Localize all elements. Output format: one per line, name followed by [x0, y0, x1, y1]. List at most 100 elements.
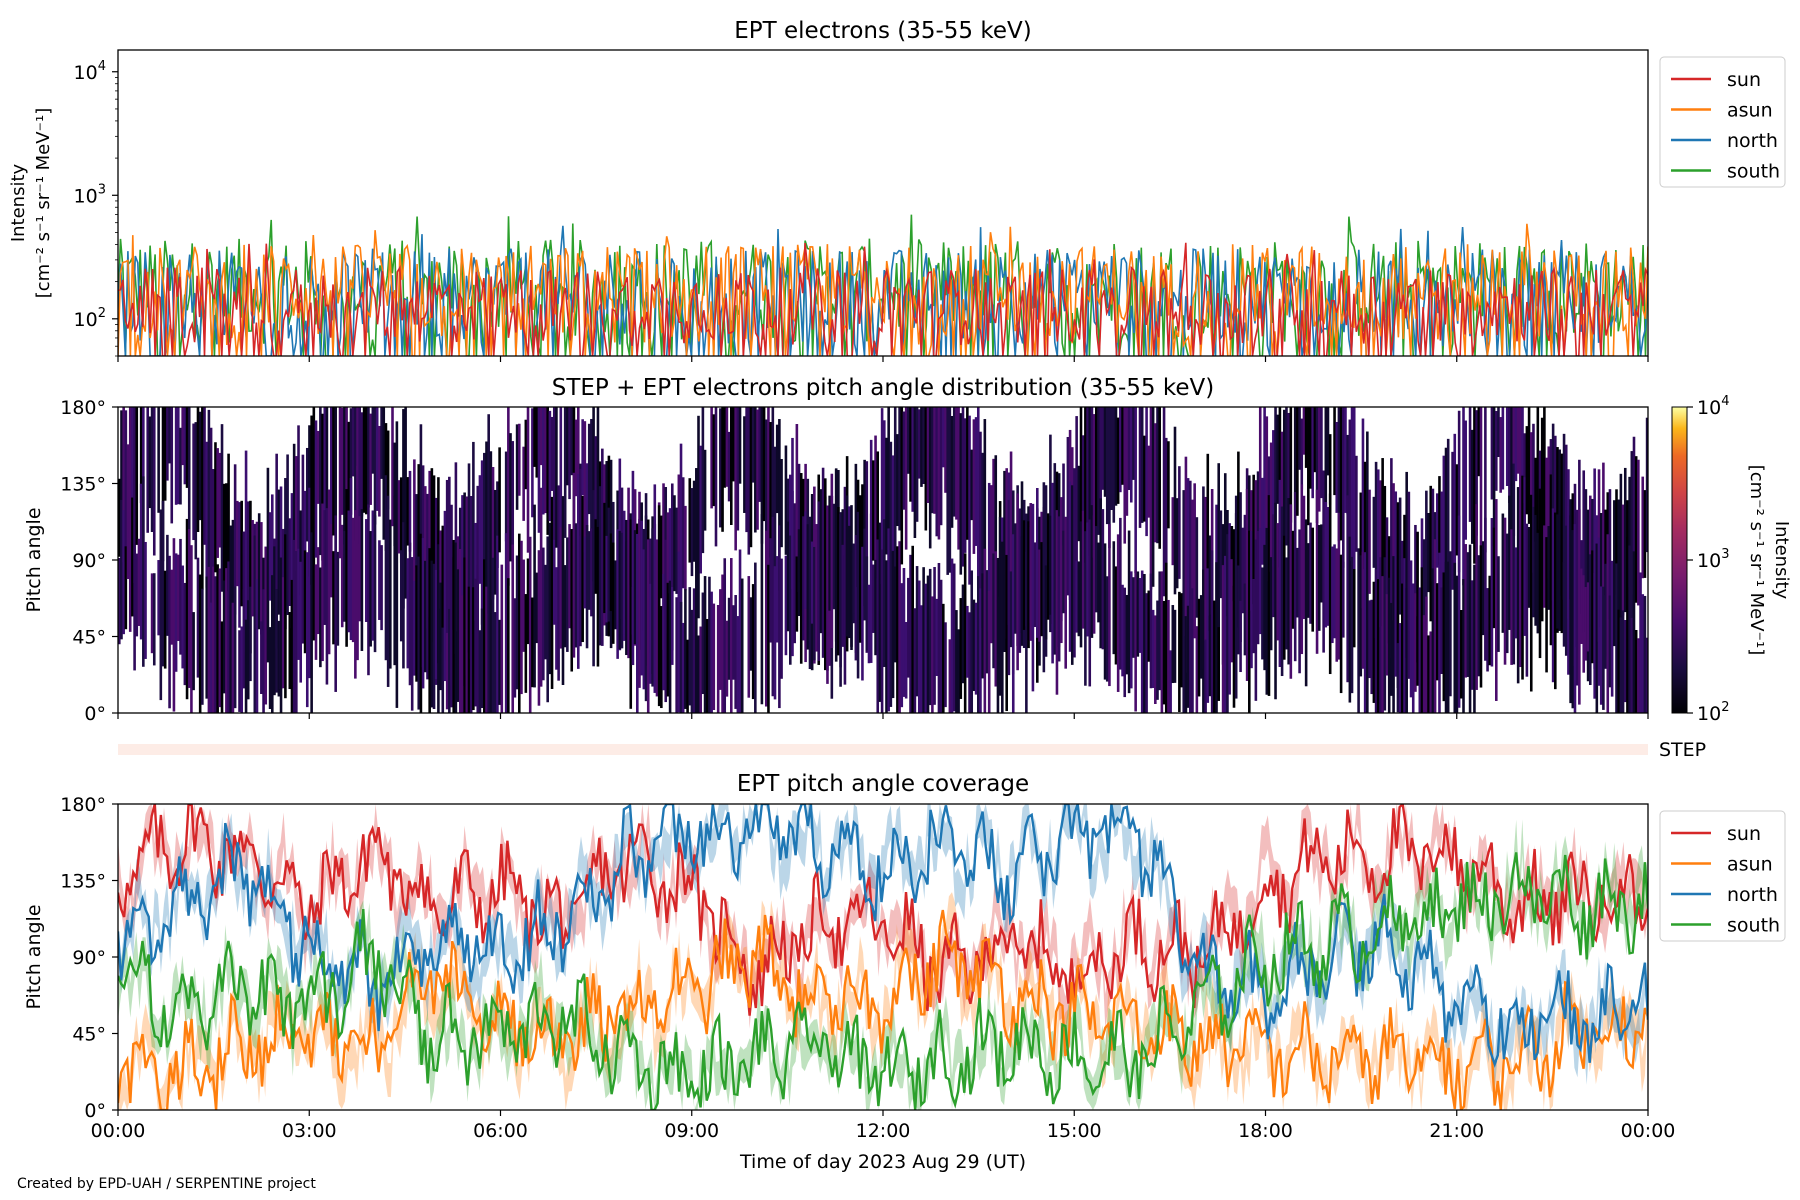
pad-cell	[760, 514, 764, 705]
pad-cell	[1442, 455, 1446, 601]
pad-cell	[187, 528, 191, 688]
pad-cell	[915, 407, 919, 522]
pad-cell	[380, 407, 383, 479]
pad-cell	[902, 568, 906, 697]
pad-cell	[319, 407, 322, 556]
pad-cell	[1186, 478, 1190, 673]
pad-cell	[1116, 417, 1120, 504]
y-tick-label: 135°	[60, 871, 106, 893]
pad-cell	[1156, 600, 1159, 700]
pad-cell	[920, 407, 923, 487]
pad-cell	[1298, 529, 1301, 674]
pad-cell	[1307, 407, 1310, 526]
pad-cell	[229, 525, 233, 601]
pad-cell	[550, 496, 554, 689]
pad-cell	[467, 463, 471, 653]
pad-cell	[227, 453, 230, 592]
pad-cell	[1311, 527, 1314, 632]
pad-cell	[458, 548, 462, 713]
pad-cell	[1282, 409, 1286, 538]
pad-cell	[330, 407, 333, 538]
pad-cell	[461, 495, 464, 674]
pad-cell	[493, 489, 497, 595]
pad-cell	[1582, 470, 1586, 633]
pad-cell	[198, 411, 202, 521]
pad-cell	[1046, 513, 1050, 620]
pad-cell	[1637, 638, 1640, 713]
pad-cell	[1090, 407, 1094, 569]
pad-cell	[419, 533, 423, 713]
pad-cell	[646, 539, 650, 713]
pad-cell	[1540, 492, 1544, 622]
pad-cell	[904, 622, 908, 699]
pad-cell	[614, 560, 617, 630]
pad-cell	[288, 612, 292, 690]
pad-cell	[537, 550, 541, 706]
pad-cell	[393, 495, 396, 666]
pad-cell	[944, 622, 947, 708]
pad-cell	[174, 407, 178, 505]
pad-cell	[793, 503, 796, 644]
pad-cell	[931, 596, 934, 713]
pad-cell	[1643, 595, 1647, 713]
pad-cell	[1127, 407, 1131, 490]
pad-cell	[570, 529, 574, 672]
pad-cell	[163, 407, 167, 501]
pad-cell	[1497, 407, 1500, 457]
pad-cell	[303, 550, 307, 654]
pad-cell	[122, 407, 125, 563]
pad-cell	[1217, 627, 1220, 701]
pad-cell	[1149, 407, 1153, 590]
pad-cell	[587, 423, 591, 515]
pad-cell	[209, 602, 213, 713]
pad-cell	[1344, 407, 1347, 513]
pad-cell	[1134, 570, 1137, 712]
coverage-panel: EPT pitch angle coverage 0° 45° 90° 135° 180…	[23, 771, 1786, 1173]
pad-cell	[775, 424, 779, 514]
pad-cell	[1545, 457, 1548, 578]
pad-cell	[577, 474, 580, 669]
pad-cell	[214, 576, 217, 713]
pad-cell	[150, 573, 154, 654]
pad-cell	[677, 551, 681, 713]
pad-cell	[1278, 479, 1282, 667]
pad-cell	[408, 470, 412, 552]
pad-cell	[382, 407, 386, 540]
pad-cell	[1582, 575, 1586, 673]
pad-cell	[789, 535, 792, 665]
pad-cell	[211, 566, 215, 713]
pad-cell	[1180, 593, 1183, 688]
pad-cell	[1602, 586, 1605, 710]
pad-cell	[926, 575, 930, 713]
pad-cell	[1470, 580, 1474, 690]
pad-cell	[1626, 536, 1629, 713]
pad-cell	[1457, 410, 1461, 573]
pad-cell	[911, 545, 914, 713]
pad-cell	[1593, 468, 1596, 669]
pad-cell	[544, 564, 547, 660]
pad-cell	[531, 408, 534, 518]
pad-cell	[1346, 495, 1349, 683]
pad-cell	[692, 588, 696, 713]
pad-cell	[347, 510, 351, 633]
pad-cell	[697, 635, 700, 713]
pad-cell	[1630, 617, 1634, 713]
pad-cell	[1062, 463, 1065, 546]
pad-cell	[489, 451, 493, 641]
pad-cell	[476, 485, 480, 585]
pad-cell	[542, 547, 545, 681]
pad-cell	[1213, 600, 1216, 713]
pad-cell	[1269, 442, 1273, 572]
pad-cell	[1057, 516, 1061, 662]
legend-label-north: north	[1727, 884, 1778, 906]
pad-cell	[177, 407, 180, 505]
pad-cell	[917, 580, 921, 713]
pad-cell	[1237, 565, 1240, 655]
pad-cell	[703, 576, 707, 713]
pad-cell	[1070, 485, 1074, 665]
pad-cell	[511, 441, 515, 570]
pad-cell	[1628, 545, 1631, 713]
pad-cell	[1186, 605, 1190, 708]
pad-cell	[1254, 539, 1258, 701]
pad-cell	[454, 542, 458, 713]
